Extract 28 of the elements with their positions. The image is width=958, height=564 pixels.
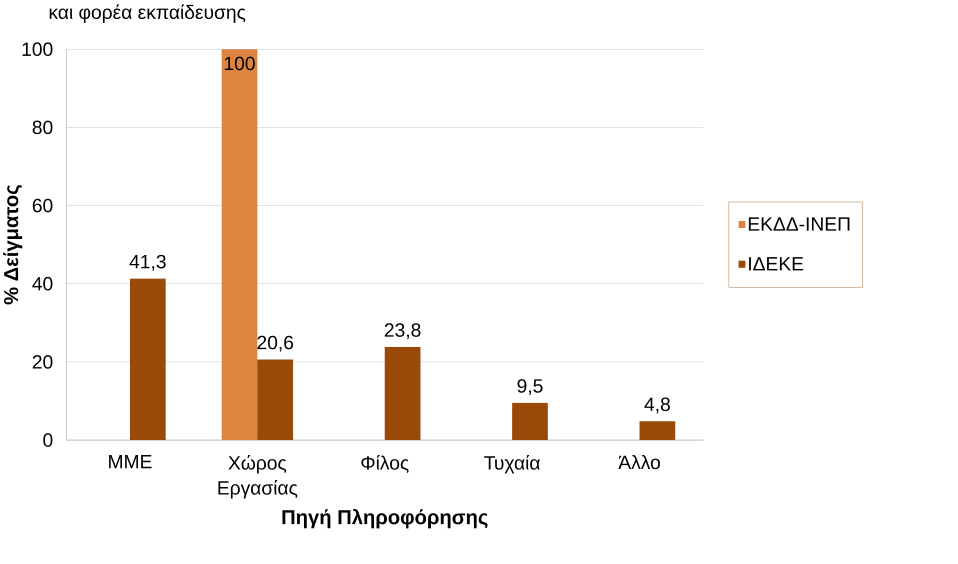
chart-title: και φορέα εκπαίδευσης xyxy=(50,4,246,24)
bar xyxy=(640,422,676,440)
data-label: 20,6 xyxy=(257,336,294,352)
y-tick-label: 100 xyxy=(22,42,52,56)
x-axis-title: Πηγή Πληροφόρησης xyxy=(282,509,488,529)
y-tick-label: 80 xyxy=(32,120,52,134)
y-tick-label: 60 xyxy=(32,198,52,213)
y-axis-title: % Δείγματος xyxy=(3,185,22,305)
data-label: 100 xyxy=(224,56,255,70)
data-label: 9,5 xyxy=(518,379,543,396)
data-label: 41,3 xyxy=(130,255,166,271)
x-tick-label: ΜΜΕ xyxy=(109,455,152,468)
x-tick-label: Χώρος Εργασίας xyxy=(218,455,298,499)
x-tick-label: Φίλος xyxy=(361,455,409,474)
y-tick-label: 0 xyxy=(43,433,52,448)
x-tick-label: Άλλο xyxy=(618,455,660,470)
bar xyxy=(222,49,258,440)
bar xyxy=(512,403,548,440)
x-tick-label: Τυχαία xyxy=(484,455,540,474)
legend-label: ΙΔΕΚΕ xyxy=(749,257,804,271)
legend-label: ΕΚΔΔ-ΙΝΕΠ xyxy=(748,218,850,231)
y-tick-label: 40 xyxy=(32,277,52,291)
data-label: 4,8 xyxy=(644,398,670,414)
y-tick-label: 20 xyxy=(32,355,52,369)
data-label: 23,8 xyxy=(384,323,420,340)
bar xyxy=(257,360,294,440)
bar xyxy=(384,347,420,440)
bar xyxy=(130,278,166,440)
